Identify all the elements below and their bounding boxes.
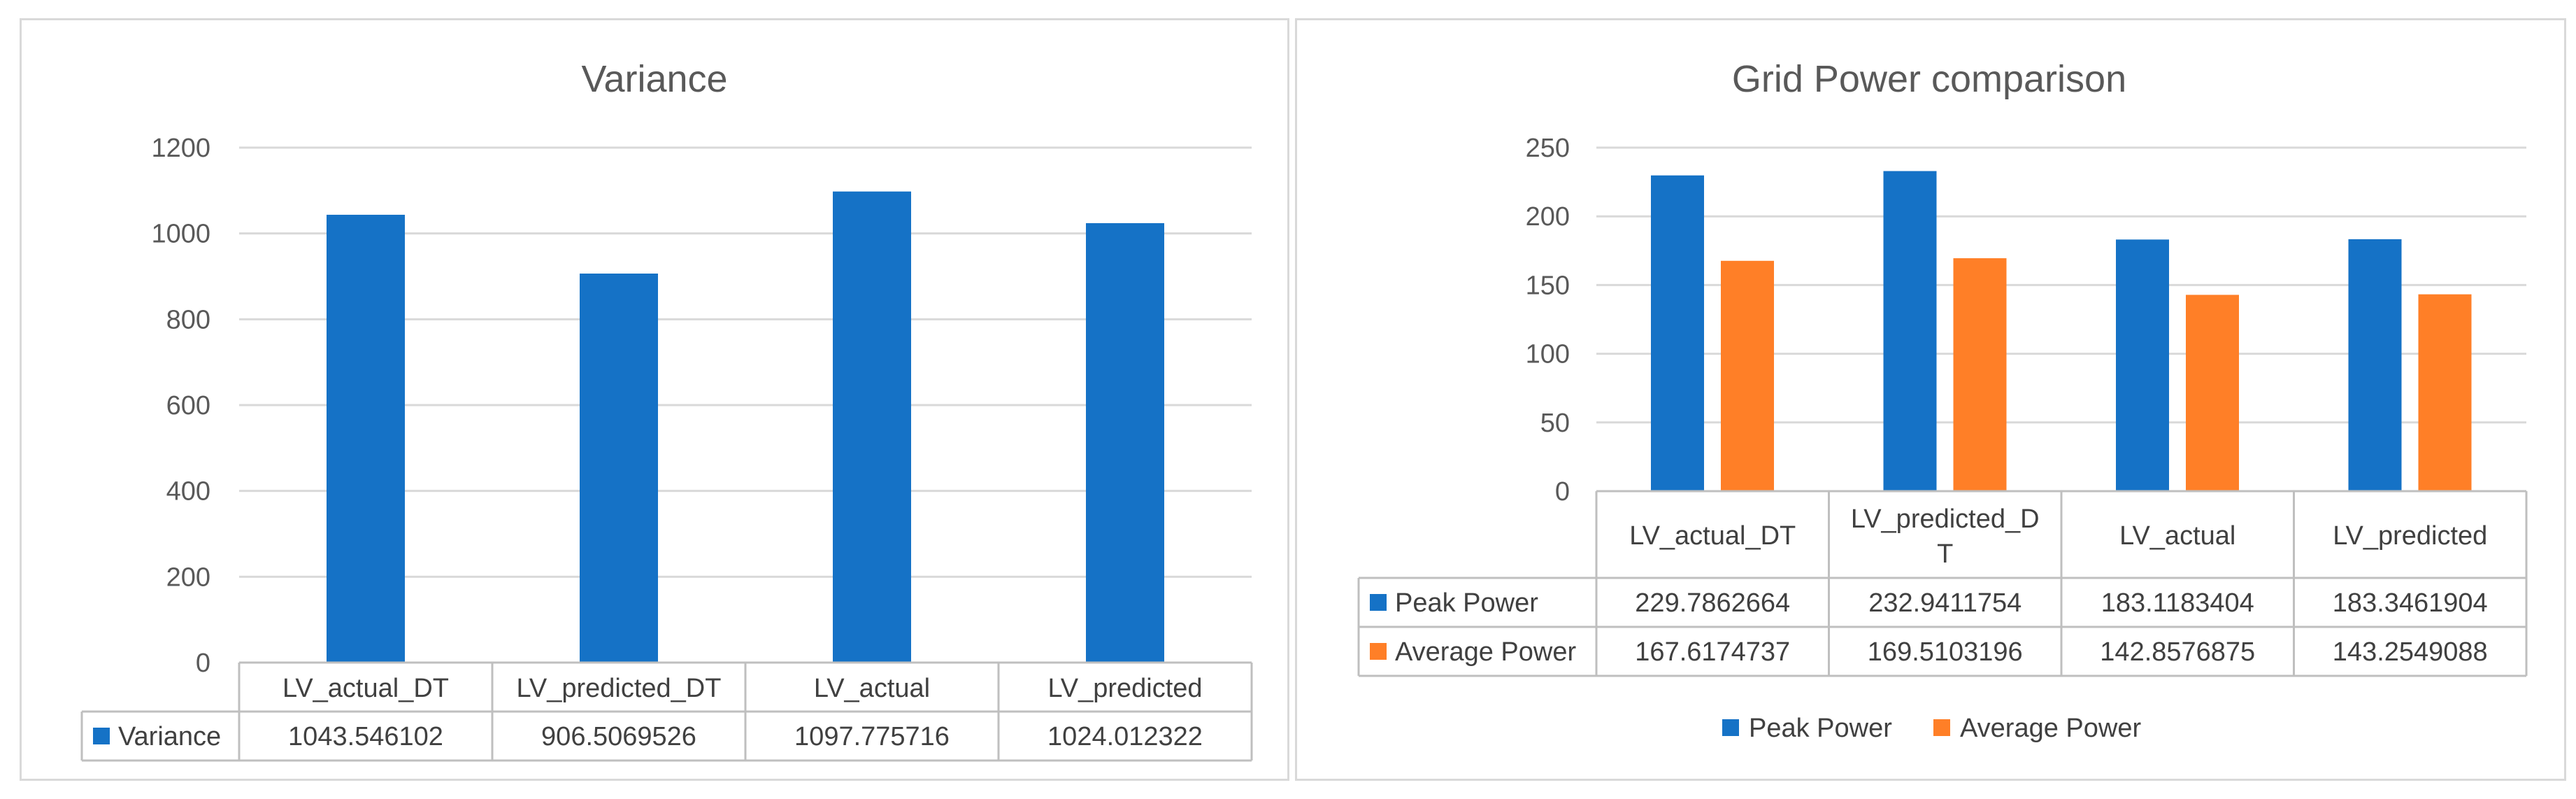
category-label: LV_predicted bbox=[2333, 521, 2487, 551]
data-value-label: 1097.775716 bbox=[794, 722, 950, 751]
legend-label: Average Power bbox=[1960, 714, 2141, 743]
data-value-label: 142.8576875 bbox=[2100, 637, 2255, 667]
variance-chart: Variance 0 200 400 600 800 1000 1200 LV_actual_D… bbox=[80, 58, 1253, 762]
variance-chart-panel: Variance 0 200 400 600 800 1000 1200 LV_actual_D… bbox=[20, 18, 1289, 781]
legend-swatch bbox=[1722, 719, 1739, 736]
y-tick-label: 400 bbox=[166, 477, 210, 507]
table-series-name: Average Power bbox=[1395, 637, 1576, 667]
data-value-label: 183.3461904 bbox=[2333, 588, 2488, 618]
y-tick-label: 1000 bbox=[151, 220, 210, 249]
data-value-label: 229.7862664 bbox=[1635, 588, 1790, 618]
y-tick-label: 0 bbox=[196, 649, 210, 678]
y-tick-label: 1200 bbox=[151, 134, 210, 163]
bar-average-power-lv-actual-dt bbox=[1721, 260, 1774, 491]
category-label: LV_actual_DT bbox=[282, 674, 449, 703]
y-tick-label: 150 bbox=[1526, 271, 1570, 300]
data-value-label: 1043.546102 bbox=[288, 722, 443, 751]
bar-average-power-lv-actual bbox=[2186, 295, 2239, 491]
chart-title: Grid Power comparison bbox=[1732, 58, 2126, 100]
data-value-label: 167.6174737 bbox=[1635, 637, 1790, 667]
category-label: LV_actual bbox=[814, 674, 930, 703]
y-tick-label: 200 bbox=[166, 563, 210, 592]
legend: Peak Power Average Power bbox=[1722, 714, 2141, 743]
data-value-label: 906.5069526 bbox=[541, 722, 696, 751]
data-value-label: 183.1183404 bbox=[2101, 588, 2254, 618]
grid-power-chart-panel: Grid Power comparison 0 50 100 150 200 250 LV_a… bbox=[1295, 18, 2566, 781]
category-label: LV_predicted_DT bbox=[517, 674, 722, 703]
table-legend-key bbox=[93, 728, 110, 744]
table-legend-key bbox=[1370, 594, 1387, 611]
table-legend-key bbox=[1370, 643, 1387, 660]
bar-peak-power-lv-actual bbox=[2116, 239, 2169, 491]
category-label: LV_actual_DT bbox=[1629, 521, 1796, 551]
y-tick-label: 100 bbox=[1526, 340, 1570, 369]
bar-variance-lv-predicted-dt bbox=[580, 274, 658, 663]
data-value-label: 143.2549088 bbox=[2333, 637, 2488, 667]
bar-average-power-lv-predicted bbox=[2418, 294, 2472, 491]
table-series-name: Peak Power bbox=[1395, 588, 1538, 618]
legend-swatch bbox=[1933, 719, 1950, 736]
y-tick-label: 50 bbox=[1540, 409, 1570, 438]
bar-peak-power-lv-actual-dt bbox=[1651, 175, 1704, 491]
bar-peak-power-lv-predicted bbox=[2348, 239, 2402, 491]
bar-variance-lv-predicted bbox=[1086, 222, 1164, 663]
bar-average-power-lv-predicted-d-t bbox=[1953, 258, 2007, 491]
data-value-label: 169.5103196 bbox=[1868, 637, 2023, 667]
bar-peak-power-lv-predicted-d-t bbox=[1883, 171, 1937, 491]
y-tick-label: 800 bbox=[166, 305, 210, 334]
grid-power-chart: Grid Power comparison 0 50 100 150 200 250 LV_a… bbox=[1357, 58, 2528, 743]
legend-label: Peak Power bbox=[1749, 714, 1892, 743]
category-label: LV_actual bbox=[2119, 521, 2235, 551]
y-tick-label: 0 bbox=[1555, 477, 1570, 507]
data-value-label: 1024.012322 bbox=[1047, 722, 1203, 751]
bar-variance-lv-actual-dt bbox=[327, 214, 405, 663]
chart-title: Variance bbox=[581, 58, 727, 100]
data-value-label: 232.9411754 bbox=[1868, 588, 2022, 618]
y-tick-label: 600 bbox=[166, 391, 210, 420]
category-label: LV_predicted bbox=[1047, 674, 1202, 703]
y-tick-label: 200 bbox=[1526, 202, 1570, 232]
bar-variance-lv-actual bbox=[833, 191, 911, 663]
y-tick-label: 250 bbox=[1526, 134, 1570, 163]
table-series-name: Variance bbox=[118, 722, 221, 751]
